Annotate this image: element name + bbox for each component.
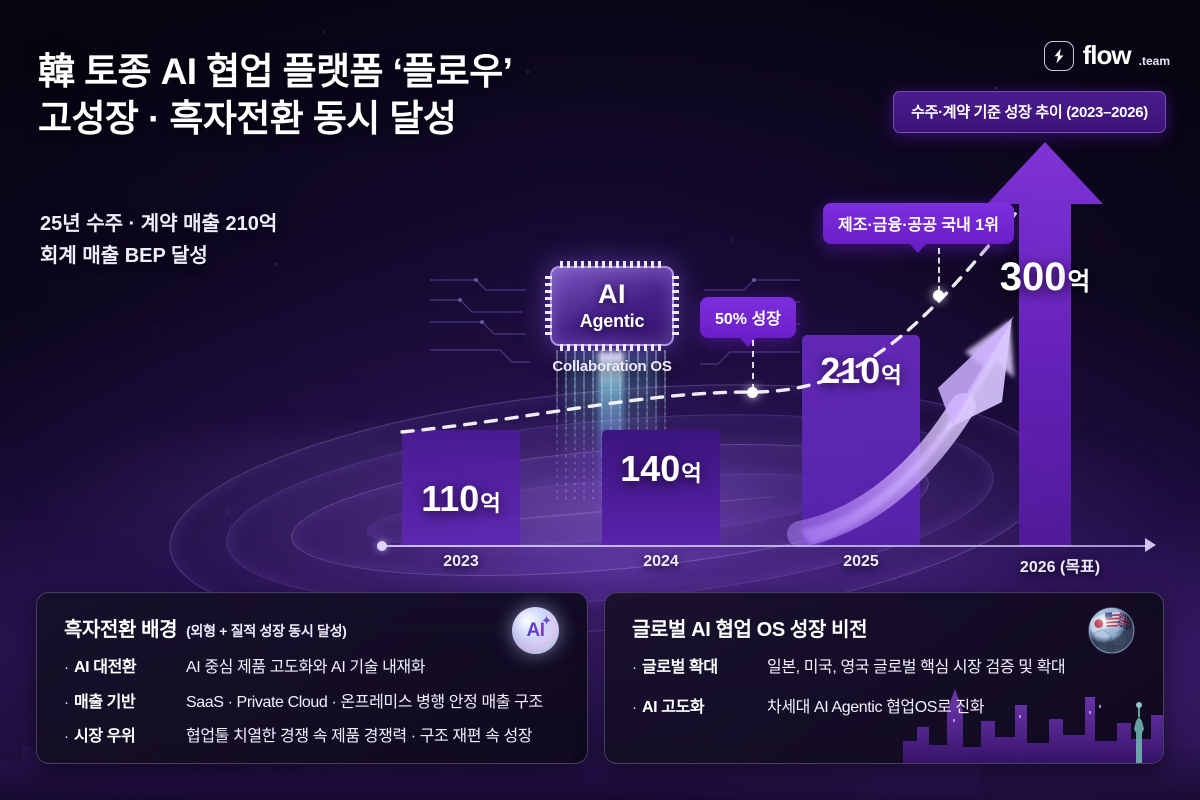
bar-value-2026: 300억 <box>999 255 1091 299</box>
list-item: · 글로벌 확대 일본, 미국, 영국 글로벌 핵심 시장 검증 및 확대 <box>632 653 1143 680</box>
row-text: 일본, 미국, 영국 글로벌 핵심 시장 검증 및 확대 <box>767 659 1066 676</box>
bullet-icon: · <box>64 659 69 676</box>
subheadline: 25년 수주 · 계약 매출 210억 회계 매출 BEP 달성 <box>40 208 277 273</box>
bar-value-2025: 210억 <box>820 350 902 391</box>
growth-bar-chart: 110억 140억 210억 <box>0 0 1200 600</box>
headline-line-1: 韓 토종 AI 협업 플랫폼 ‘플로우’ <box>38 51 513 92</box>
bar-2025: 210억 <box>802 335 920 545</box>
card-left-note: (외형 + 질적 성장 동시 달성) <box>186 623 347 639</box>
bar-value-2026-wrap: 300억 <box>960 255 1130 299</box>
x-axis-start-dot <box>377 541 387 551</box>
card-global-vision: 글로벌 AI 협업 OS 성장 비전 <box>604 592 1164 764</box>
list-item: · 매출 기반 SaaS · Private Cloud · 온프레미스 병행 … <box>64 688 567 715</box>
ai-sphere-icon: AI ✦ <box>512 607 559 654</box>
x-tick-2026: 2026 (목표) <box>1019 559 1101 576</box>
headline-line-2: 고성장 · 흑자전환 동시 달성 <box>38 98 457 140</box>
row-text: SaaS · Private Cloud · 온프레미스 병행 안정 매출 구조 <box>186 693 543 711</box>
bar-2023: 110억 <box>402 430 520 545</box>
list-item: · AI 대전환 AI 중심 제품 고도화와 AI 기술 내재화 <box>64 653 567 680</box>
row-label: 시장 우위 <box>74 728 136 745</box>
row-label: AI 고도화 <box>642 698 705 716</box>
card-left-title: 흑자전환 배경 <box>64 619 178 641</box>
callout-leader-dot-2 <box>933 290 944 301</box>
callout-50-percent: 50% 성장 <box>700 297 796 338</box>
row-text: 협업툴 치열한 경쟁 속 제품 경쟁력 · 구조 재편 속 성장 <box>186 728 533 745</box>
trend-overlay <box>400 206 1022 547</box>
subheadline-line-1: 25년 수주 · 계약 매출 210억 <box>40 213 278 235</box>
bullet-icon: · <box>64 728 69 745</box>
x-tick-2025: 2025 <box>843 553 879 570</box>
bullet-icon: · <box>632 698 637 716</box>
card-right-title: 글로벌 AI 협업 OS 성장 비전 <box>632 619 868 641</box>
row-text: AI 중심 제품 고도화와 AI 기술 내재화 <box>186 659 426 676</box>
logo-suffix: .team <box>1138 53 1170 68</box>
flow-s-bolt-icon <box>1043 40 1074 71</box>
bullet-icon: · <box>632 659 637 676</box>
bar-value-2023: 110억 <box>421 478 501 519</box>
bar-value-2024: 140억 <box>620 448 702 489</box>
card-profit-background: 흑자전환 배경 (외형 + 질적 성장 동시 달성) AI ✦ · AI 대전환… <box>36 592 588 764</box>
chip-subtitle: Agentic <box>579 311 645 331</box>
ai-agentic-chip: AI Agentic Collaboration OS <box>532 261 692 375</box>
x-tick-2023: 2023 <box>443 553 479 570</box>
ai-sphere-label: AI <box>526 619 546 641</box>
row-label: 매출 기반 <box>74 693 136 711</box>
logo-wordmark: flow <box>1082 40 1132 70</box>
sparkle-icon: ✦ <box>541 613 552 628</box>
list-item: · AI 고도화 차세대 AI Agentic 협업OS로 진화 <box>632 693 1143 720</box>
headline: 韓 토종 AI 협업 플랫폼 ‘플로우’ 고성장 · 흑자전환 동시 달성 <box>38 48 718 143</box>
row-text: 차세대 AI Agentic 협업OS로 진화 <box>767 698 985 716</box>
card-left-header: 흑자전환 배경 (외형 + 질적 성장 동시 달성) <box>64 613 347 642</box>
subheadline-line-2: 회계 매출 BEP 달성 <box>40 245 208 268</box>
callout-leader-1 <box>752 340 754 390</box>
card-city-silhouette <box>903 689 1163 763</box>
row-label: AI 대전환 <box>74 659 137 676</box>
statue-of-liberty-icon <box>1134 702 1144 763</box>
card-left-rows: · AI 대전환 AI 중심 제품 고도화와 AI 기술 내재화 · 매출 기반… <box>64 653 567 757</box>
callout-leader-2 <box>938 248 940 292</box>
row-label: 글로벌 확대 <box>642 659 718 676</box>
chip-caption: Collaboration OS <box>552 358 672 375</box>
globe-flags-icon <box>1088 607 1135 654</box>
bar-2026-arrow <box>987 142 1103 546</box>
callout-label-1: 50% 성장 <box>715 311 781 328</box>
card-right-rows: · 글로벌 확대 일본, 미국, 영국 글로벌 핵심 시장 검증 및 확대 · … <box>632 653 1143 732</box>
card-right-header: 글로벌 AI 협업 OS 성장 비전 <box>632 613 876 642</box>
bar-2024-tall: 140억 <box>602 430 720 545</box>
x-axis-arrowhead <box>1145 538 1156 552</box>
brand-logo[interactable]: flow .team <box>1043 40 1170 71</box>
callout-label-2: 제조·금융·공공 국내 1위 <box>838 217 999 234</box>
x-tick-2024: 2024 <box>643 553 679 570</box>
chip-title: AI <box>598 279 626 309</box>
bullet-icon: · <box>64 693 69 711</box>
callout-leader-dot-1 <box>747 387 758 398</box>
x-axis-line <box>383 545 1148 547</box>
callout-domestic-no1: 제조·금융·공공 국내 1위 <box>823 203 1014 244</box>
chart-title-badge: 수주·계약 기준 성장 추이 (2023–2026) <box>893 91 1166 133</box>
list-item: · 시장 우위 협업툴 치열한 경쟁 속 제품 경쟁력 · 구조 재편 속 성장 <box>64 722 567 749</box>
